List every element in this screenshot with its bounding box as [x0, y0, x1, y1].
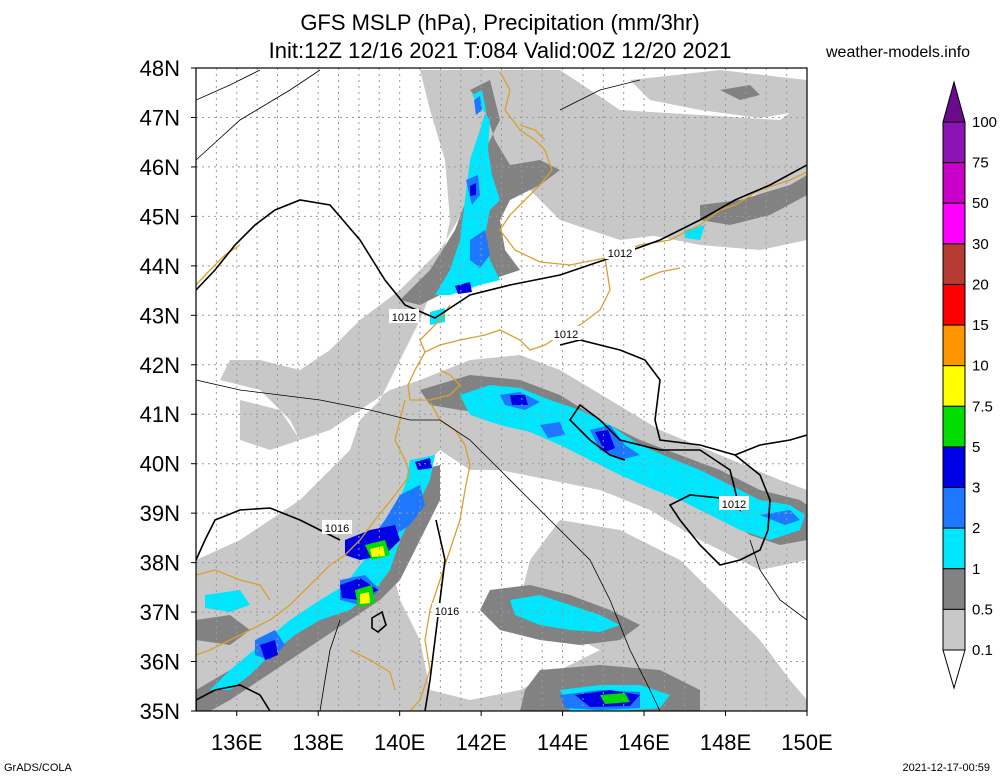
legend-swatch	[942, 162, 966, 204]
lat-label: 45N	[140, 204, 180, 229]
legend-swatch	[942, 365, 966, 407]
legend-swatch	[942, 608, 966, 651]
legend-top-arrow	[942, 80, 966, 123]
lat-label: 40N	[140, 452, 180, 477]
lat-label: 38N	[140, 551, 180, 576]
isobar-label: 1012	[722, 499, 746, 511]
generated-timestamp: 2021-12-17-00:59	[902, 762, 990, 774]
lat-label: 43N	[140, 303, 180, 328]
legend-label: 10	[972, 358, 989, 375]
coastlines	[196, 71, 807, 711]
legend-label: 100	[972, 114, 997, 131]
legend-swatch	[942, 487, 966, 529]
isobars	[196, 164, 807, 711]
lat-label: 48N	[140, 56, 180, 81]
lat-label: 37N	[140, 600, 180, 625]
boundary-lines	[196, 69, 807, 711]
lon-label: 150E	[781, 730, 832, 755]
legend-label: 0.1	[972, 642, 993, 659]
isobar-label: 1016	[435, 606, 459, 618]
isobar-labels: 1012 1012 1012 1012 1016 1016	[322, 245, 749, 618]
lat-label: 35N	[140, 699, 180, 724]
legend-label: 20	[972, 276, 989, 293]
legend-label: 75	[972, 155, 989, 172]
legend-label: 15	[972, 317, 989, 334]
legend-label: 2	[972, 520, 980, 537]
isobar-label: 1016	[325, 523, 349, 535]
precip-legend: 100 75 50 30 20 15 10 7.5 5 3 2 1 0.5 0.1	[942, 80, 997, 690]
lon-label: 144E	[537, 730, 588, 755]
lat-lon-grid	[196, 68, 807, 711]
map-title: GFS MSLP (hPa), Precipitation (mm/3hr)	[300, 10, 700, 35]
lat-label: 41N	[140, 402, 180, 427]
lon-label: 138E	[293, 730, 344, 755]
legend-label: 30	[972, 236, 989, 253]
latitude-labels: 48N 47N 46N 45N 44N 43N 42N 41N 40N 39N 38N 37N 36N 3…	[140, 56, 196, 724]
lat-label: 47N	[140, 105, 180, 130]
lat-label: 36N	[140, 650, 180, 675]
legend-label: 5	[972, 439, 980, 456]
legend-swatch	[942, 202, 966, 245]
isobar-label: 1012	[554, 329, 578, 341]
legend-label: 3	[972, 480, 980, 497]
lon-label: 140E	[374, 730, 425, 755]
lon-label: 142E	[455, 730, 506, 755]
legend-swatch	[942, 405, 966, 448]
legend-swatch	[942, 446, 966, 489]
plot-frame	[195, 67, 808, 712]
lat-label: 44N	[140, 254, 180, 279]
legend-swatch	[942, 324, 966, 367]
legend-swatch	[942, 283, 966, 326]
legend-label: 50	[972, 195, 989, 212]
legend-swatch	[942, 568, 966, 610]
legend-label: 7.5	[972, 398, 993, 415]
legend-swatch	[942, 121, 966, 164]
legend-label: 1	[972, 561, 980, 578]
map-subtitle: Init:12Z 12/16 2021 T:084 Valid:00Z 12/2…	[268, 38, 732, 63]
lon-label: 148E	[700, 730, 751, 755]
site-credit: weather-models.info	[826, 44, 971, 61]
lat-label: 39N	[140, 501, 180, 526]
lon-label: 146E	[618, 730, 669, 755]
isobar-label: 1012	[392, 312, 416, 324]
software-credit: GrADS/COLA	[4, 762, 72, 774]
legend-swatch	[942, 527, 966, 570]
legend-label: 0.5	[972, 601, 993, 618]
lon-label: 136E	[211, 730, 262, 755]
legend-bottom-arrow	[942, 649, 966, 690]
isobar-label: 1012	[608, 248, 632, 260]
lat-label: 42N	[140, 353, 180, 378]
longitude-labels: 136E 138E 140E 142E 144E 146E 148E 150E	[211, 711, 833, 755]
lat-label: 46N	[140, 155, 180, 180]
legend-swatch	[942, 243, 966, 285]
